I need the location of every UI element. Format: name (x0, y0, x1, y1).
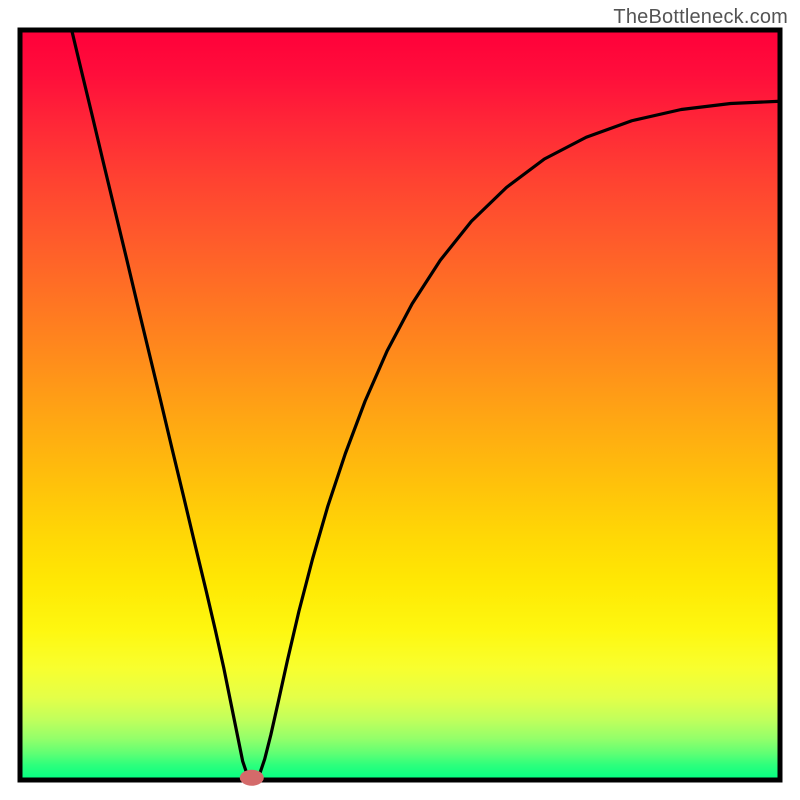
bottleneck-chart-svg (0, 0, 800, 800)
bottleneck-chart-container: TheBottleneck.com (0, 0, 800, 800)
watermark-text: TheBottleneck.com (613, 6, 788, 29)
optimal-point-marker (240, 770, 264, 786)
plot-background (20, 30, 780, 780)
